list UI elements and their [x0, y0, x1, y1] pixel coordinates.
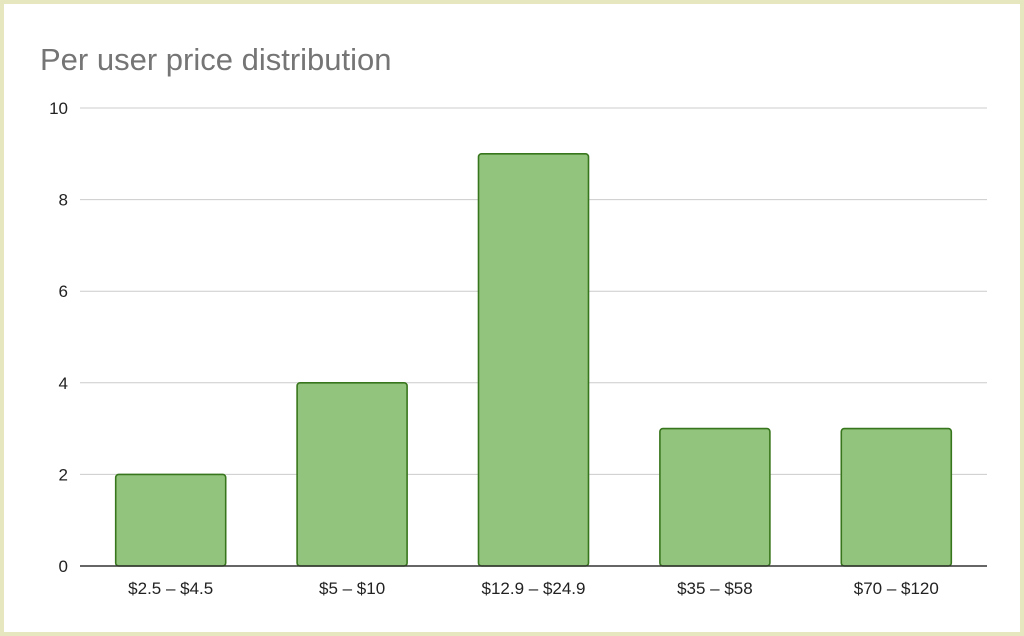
- y-tick-label: 4: [59, 374, 68, 393]
- bar: [659, 427, 771, 567]
- x-tick-label: $70 – $120: [854, 579, 939, 598]
- bars: [114, 153, 953, 567]
- y-tick-label: 8: [59, 191, 68, 210]
- x-tick-label: $12.9 – $24.9: [482, 579, 586, 598]
- y-tick-label: 0: [59, 557, 68, 576]
- chart-title: Per user price distribution: [40, 42, 392, 77]
- x-tick-label: $2.5 – $4.5: [128, 579, 213, 598]
- y-tick-label: 10: [49, 99, 68, 118]
- x-tick-label: $5 – $10: [319, 579, 385, 598]
- bar: [840, 427, 953, 567]
- bar: [114, 473, 227, 567]
- x-axis-ticks: $2.5 – $4.5 $5 – $10 $12.9 – $24.9 $35 – $5…: [128, 579, 939, 598]
- bar: [296, 381, 408, 567]
- y-tick-label: 6: [59, 282, 68, 301]
- bar-chart: 0 2 4 6 8 10 $2.5 – $4.5 $5 – $10 $12.9 – $24.9…: [49, 99, 987, 598]
- bar: [477, 153, 590, 567]
- y-axis-ticks: 0 2 4 6 8 10: [49, 99, 68, 576]
- y-tick-label: 2: [59, 465, 68, 484]
- x-tick-label: $35 – $58: [677, 579, 753, 598]
